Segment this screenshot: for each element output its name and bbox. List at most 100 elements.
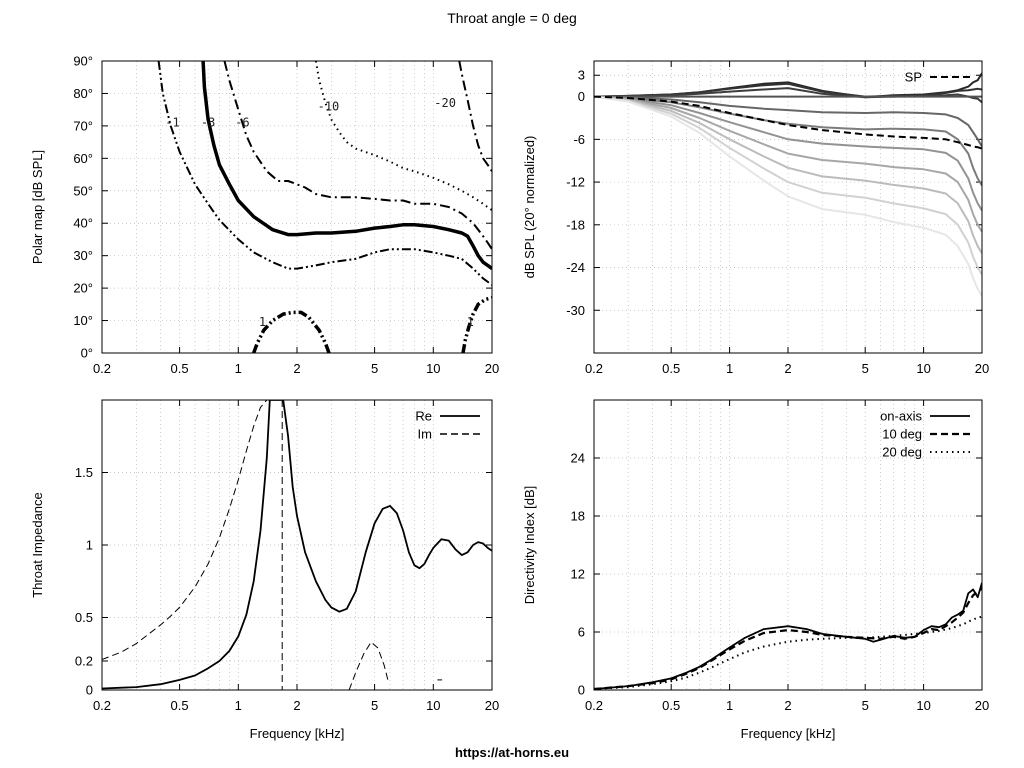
- polar-xtick-label: 1: [235, 361, 242, 376]
- impedance-xlabel: Frequency [kHz]: [250, 726, 345, 741]
- spl-plot-frame: [593, 60, 983, 354]
- di-ytick-label: 18: [571, 509, 585, 524]
- spl-ytick-label: -6: [573, 132, 585, 147]
- impedance-series: [102, 400, 492, 690]
- polar-line--6: [223, 61, 492, 250]
- di-ytick-label: 24: [571, 451, 585, 466]
- polar-xtick-label: 10: [426, 361, 440, 376]
- di-xlabel: Frequency [kHz]: [741, 726, 836, 741]
- impedance-ytick-label: 1: [86, 538, 93, 553]
- impedance-line-Im: [102, 400, 268, 660]
- polar-ytick-label: 20°: [73, 281, 93, 296]
- impedance-plot-frame: [101, 399, 493, 691]
- di-xtick-label: 2: [784, 698, 791, 713]
- polar-line-1: [461, 296, 492, 353]
- spl-series: [594, 72, 982, 297]
- spl-legend-label: SP: [905, 70, 922, 85]
- spl-ytick-label: 3: [578, 68, 585, 83]
- impedance-xtick-label: 10: [426, 698, 440, 713]
- polar-line--1: [157, 61, 492, 286]
- di-ytick-label: 12: [571, 567, 585, 582]
- spl-line-angle-80: [594, 95, 982, 276]
- impedance-line-Re: [102, 400, 492, 690]
- polar-contour-label: -3: [201, 116, 215, 130]
- impedance-ylabel: Throat Impedance: [30, 492, 45, 598]
- impedance-line-Im: [348, 641, 390, 690]
- impedance-xtick-label: 20: [485, 698, 499, 713]
- polar-map-panel: 0.2 0.5 1 2 5 10 20 0° 10° 20° 30° 40° 50° 60° 70° 80° 9…: [30, 54, 499, 377]
- impedance-legend-label: Im: [418, 427, 432, 442]
- di-grid: [594, 400, 982, 691]
- di-xtick-label: 0.5: [662, 698, 680, 713]
- impedance-ytick-label: 1.5: [75, 465, 93, 480]
- polar-contour-label: 1: [259, 315, 266, 329]
- polar-contour-label: 1: [467, 315, 474, 329]
- impedance-grid: [102, 400, 492, 691]
- spl-line-SP: [594, 95, 982, 150]
- spl-xtick-label: 2: [784, 361, 791, 376]
- spl-xtick-label: 5: [862, 361, 869, 376]
- spl-line-angle-90: [594, 95, 982, 297]
- polar-contour-label: -1: [165, 116, 179, 130]
- di-xtick-label: 0.2: [585, 698, 603, 713]
- polar-xtick-label: 5: [371, 361, 378, 376]
- spl-xtick-label: 10: [916, 361, 930, 376]
- spl-line-angle-30: [594, 95, 982, 148]
- polar-plot-frame: [101, 60, 493, 354]
- spl-ytick-label: -24: [566, 260, 585, 275]
- spl-ytick-label: -12: [566, 175, 585, 190]
- polar-line--20: [458, 61, 492, 172]
- spl-legend: SP: [905, 70, 970, 85]
- spl-xtick-label: 0.2: [585, 361, 603, 376]
- polar-ytick-label: 50°: [73, 183, 93, 198]
- spl-line-angle-40: [594, 95, 982, 187]
- di-line-10-deg: [594, 587, 982, 690]
- polar-grid: [102, 60, 492, 354]
- impedance-legend-label: Re: [415, 409, 432, 424]
- polar-ytick-label: 80°: [73, 86, 93, 101]
- footer-url: https://at-horns.eu: [455, 745, 569, 760]
- di-ylabel: Directivity Index [dB]: [522, 486, 537, 605]
- di-legend-label: 20 deg: [882, 445, 922, 460]
- impedance-ytick-label: 0.5: [75, 610, 93, 625]
- figure-title: Throat angle = 0 deg: [447, 10, 577, 26]
- polar-contour-label: -6: [235, 116, 249, 130]
- spl-ytick-label: -18: [566, 217, 585, 232]
- di-legend: on-axis 10 deg 20 deg: [880, 409, 970, 460]
- polar-ylabel: Polar map [dB SPL]: [30, 150, 45, 264]
- spl-line-angle-70: [594, 95, 982, 254]
- impedance-legend: Re Im: [415, 409, 480, 442]
- spl-ylabel: dB SPL (20° normalized): [522, 136, 537, 279]
- spl-line-angle-60: [594, 95, 982, 233]
- polar-line--3: [201, 61, 492, 271]
- polar-ytick-label: 60°: [73, 151, 93, 166]
- impedance-xtick-label: 1: [235, 698, 242, 713]
- impedance-xtick-label: 2: [293, 698, 300, 713]
- polar-ytick-label: 30°: [73, 248, 93, 263]
- spl-ytick-label: 0: [578, 89, 585, 104]
- di-plot-frame: [593, 399, 983, 691]
- impedance-xtick-label: 0.5: [171, 698, 189, 713]
- polar-contour-label: -10: [318, 99, 340, 113]
- di-legend-label: on-axis: [880, 409, 922, 424]
- spl-xtick-label: 0.5: [662, 361, 680, 376]
- spl-ytick-label: -30: [566, 303, 585, 318]
- polar-xtick-label: 0.2: [93, 361, 111, 376]
- polar-ytick-label: 40°: [73, 216, 93, 231]
- polar-ytick-label: 70°: [73, 118, 93, 133]
- polar-xtick-label: 20: [485, 361, 499, 376]
- di-line-on-axis: [594, 582, 982, 690]
- polar-contour-label: -20: [434, 96, 456, 110]
- di-ytick-label: 6: [578, 625, 585, 640]
- di-xtick-label: 1: [726, 698, 733, 713]
- di-xtick-label: 5: [862, 698, 869, 713]
- di-series: [594, 582, 982, 690]
- di-xtick-label: 20: [975, 698, 989, 713]
- di-xtick-label: 10: [916, 698, 930, 713]
- polar-ytick-label: 90°: [73, 54, 93, 69]
- polar-ytick-label: 0°: [81, 346, 93, 361]
